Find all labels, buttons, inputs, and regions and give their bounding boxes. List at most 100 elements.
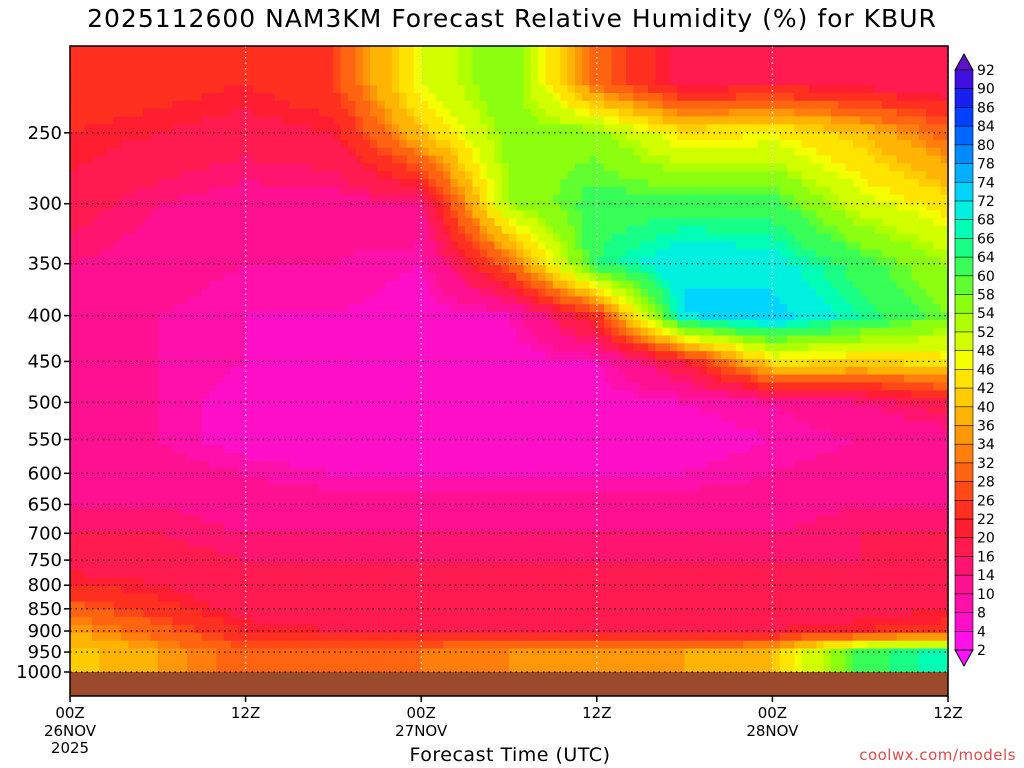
- heatmap-cell: [501, 241, 510, 251]
- heatmap-cell: [311, 421, 320, 431]
- heatmap-cell: [355, 179, 364, 188]
- heatmap-cell: [84, 585, 93, 595]
- heatmap-cell: [333, 296, 342, 305]
- heatmap-cell: [296, 202, 305, 211]
- heatmap-cell: [238, 77, 247, 86]
- heatmap-cell: [289, 538, 298, 548]
- heatmap-cell: [384, 625, 393, 634]
- heatmap-cell: [318, 640, 327, 650]
- heatmap-cell: [201, 280, 210, 290]
- heatmap-cell: [465, 609, 474, 618]
- heatmap-cell: [311, 570, 320, 579]
- heatmap-cell: [333, 452, 342, 462]
- heatmap-cell: [479, 421, 488, 431]
- heatmap-cell: [326, 77, 334, 86]
- heatmap-cell: [201, 609, 210, 618]
- heatmap-cell: [509, 429, 517, 438]
- heatmap-cell: [238, 468, 247, 477]
- heatmap-cell: [106, 116, 115, 125]
- heatmap-cell: [245, 69, 254, 78]
- heatmap-cell: [311, 398, 320, 407]
- heatmap-cell: [77, 85, 86, 94]
- heatmap-cell: [377, 405, 386, 415]
- heatmap-cell: [450, 374, 459, 384]
- heatmap-cell: [406, 405, 415, 415]
- heatmap-cell: [487, 202, 495, 211]
- heatmap-cell: [384, 390, 393, 399]
- heatmap-cell: [194, 546, 203, 556]
- heatmap-cell: [70, 617, 78, 626]
- heatmap-cell: [465, 460, 474, 470]
- heatmap-cell: [201, 460, 210, 470]
- heatmap-cell: [399, 640, 408, 650]
- heatmap-cell: [443, 523, 452, 532]
- heatmap-cell: [501, 335, 510, 344]
- heatmap-cell: [377, 601, 386, 610]
- heatmap-cell: [296, 225, 305, 235]
- heatmap-cell: [223, 210, 232, 219]
- heatmap-cell: [435, 476, 444, 485]
- heatmap-cell: [99, 233, 108, 243]
- heatmap-cell: [238, 531, 247, 540]
- heatmap-cell: [274, 280, 283, 290]
- heatmap-cell: [399, 296, 408, 305]
- heatmap-cell: [428, 132, 437, 141]
- heatmap-cell: [494, 382, 503, 391]
- heatmap-cell: [377, 585, 386, 595]
- heatmap-cell: [150, 413, 159, 423]
- heatmap-cell: [70, 100, 78, 110]
- heatmap-cell: [150, 155, 159, 164]
- heatmap-cell: [355, 515, 364, 524]
- heatmap-cell: [362, 296, 371, 305]
- heatmap-cell: [230, 202, 239, 211]
- heatmap-cell: [172, 100, 181, 110]
- heatmap-cell: [443, 312, 452, 321]
- heatmap-cell: [172, 593, 181, 603]
- heatmap-cell: [479, 366, 488, 376]
- heatmap-cell: [77, 343, 86, 352]
- heatmap-cell: [413, 179, 422, 188]
- heatmap-cell: [135, 398, 144, 407]
- heatmap-cell: [443, 77, 452, 86]
- heatmap-cell: [274, 233, 283, 243]
- heatmap-cell: [450, 132, 459, 141]
- heatmap-cell: [340, 210, 349, 219]
- heatmap-cell: [362, 452, 371, 462]
- heatmap-cell: [326, 374, 334, 384]
- heatmap-cell: [377, 382, 386, 391]
- heatmap-cell: [194, 476, 203, 485]
- heatmap-cell: [509, 578, 517, 587]
- heatmap-cell: [106, 124, 115, 133]
- heatmap-cell: [384, 163, 393, 172]
- heatmap-cell: [340, 77, 349, 86]
- heatmap-cell: [91, 656, 100, 665]
- heatmap-cell: [245, 484, 254, 493]
- heatmap-cell: [157, 108, 166, 118]
- heatmap-cell: [443, 656, 452, 665]
- heatmap-cell: [318, 319, 327, 329]
- heatmap-cell: [421, 421, 430, 431]
- heatmap-cell: [479, 351, 488, 360]
- heatmap-cell: [70, 515, 78, 524]
- heatmap-cell: [355, 61, 364, 71]
- heatmap-cell: [406, 476, 415, 485]
- heatmap-cell: [252, 171, 261, 180]
- heatmap-cell: [194, 85, 203, 94]
- heatmap-cell: [121, 249, 130, 258]
- heatmap-cell: [99, 554, 108, 564]
- heatmap-cell: [304, 359, 313, 368]
- heatmap-cell: [289, 272, 298, 282]
- heatmap-cell: [369, 507, 378, 517]
- heatmap-cell: [355, 265, 364, 274]
- heatmap-cell: [70, 194, 78, 204]
- heatmap-cell: [267, 179, 276, 188]
- heatmap-cell: [252, 233, 261, 243]
- heatmap-cell: [391, 640, 400, 650]
- heatmap-cell: [150, 405, 159, 415]
- heatmap-cell: [113, 601, 122, 610]
- heatmap-cell: [348, 554, 356, 564]
- heatmap-cell: [296, 437, 305, 446]
- heatmap-cell: [172, 85, 181, 94]
- heatmap-cell: [333, 69, 342, 78]
- heatmap-cell: [245, 100, 254, 110]
